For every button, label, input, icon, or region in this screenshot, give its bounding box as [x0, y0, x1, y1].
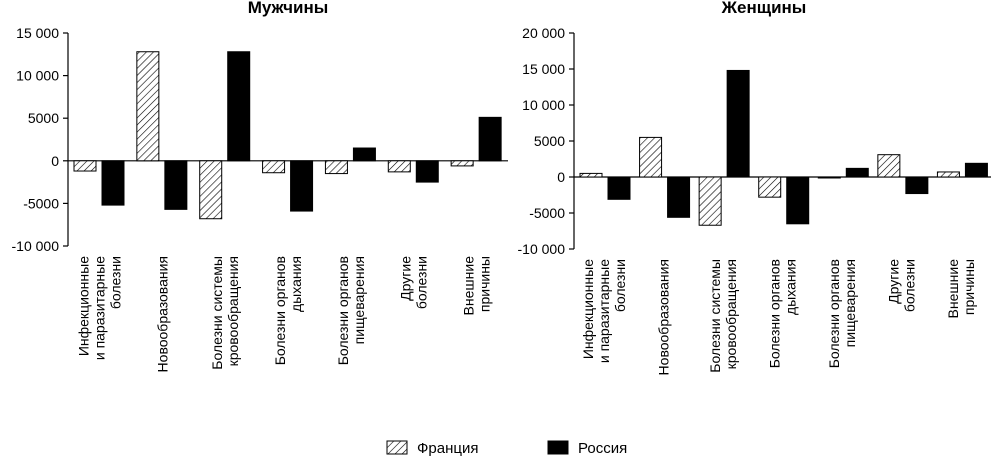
bar-russia: [415, 160, 439, 183]
y-tick-label: 20 000: [522, 25, 565, 41]
bar-russia: [164, 160, 188, 210]
legend-swatch-russia: [547, 440, 569, 455]
bar-russia: [667, 176, 691, 218]
y-tick-label: -10 000: [518, 241, 566, 257]
category-label: Болезни органовпищеварения: [826, 259, 858, 368]
y-tick-label: -5000: [23, 195, 59, 211]
bar-france: [936, 171, 960, 178]
bar-russia: [726, 69, 750, 178]
legend-label-france: Франция: [417, 440, 478, 457]
bar-france: [136, 51, 160, 162]
y-tick-label: 15 000: [16, 25, 59, 41]
chart-title-men: Мужчины: [248, 0, 329, 17]
plot-area-men: 15 000 10 000 5000 0 -5000 -10 000 Инфекционны…: [12, 25, 508, 372]
bar-france: [450, 160, 474, 167]
category-label: Внешниепричины: [461, 256, 493, 316]
y-tick-label: 10 000: [522, 97, 565, 113]
y-tick-label: 0: [557, 169, 565, 185]
chart-men: Мужчины 15 000 10 000 5000 0 -5000 -10 000 Инф…: [12, 0, 508, 372]
bar-russia: [290, 160, 314, 212]
bar-russia: [964, 162, 988, 178]
bar-russia: [905, 176, 929, 195]
bar-france: [262, 160, 286, 174]
bar-russia: [227, 51, 251, 162]
y-tick-label: -5000: [529, 205, 565, 221]
bar-france: [579, 172, 603, 178]
bar-france: [73, 160, 97, 172]
bar-france: [698, 176, 722, 226]
y-tick-label: 5000: [534, 133, 565, 149]
chart-title-women: Женщины: [721, 0, 807, 17]
category-label: Болезни органовпищеварения: [335, 256, 367, 365]
bar-russia: [607, 176, 631, 200]
legend-label-russia: Россия: [578, 440, 627, 457]
plot-area-women: 20 000 15 000 10 000 5000 0 -5000 -10 000 Инфек…: [518, 25, 991, 375]
bar-france: [817, 176, 841, 179]
y-tick-label: -10 000: [12, 238, 60, 254]
category-label: Болезни системыкровообращения: [707, 259, 739, 373]
y-tick-label: 5000: [28, 110, 59, 126]
bar-russia: [845, 167, 869, 178]
bar-russia: [352, 147, 376, 162]
bar-russia: [101, 160, 125, 206]
category-label: Новообразования: [655, 259, 671, 375]
y-tick-label: 15 000: [522, 61, 565, 77]
category-label: Болезни системыкровообращения: [209, 256, 241, 370]
category-label: Другиеболезни: [886, 259, 918, 312]
category-label: Болезни органовдыхания: [767, 259, 799, 368]
y-tick-label: 10 000: [16, 68, 59, 84]
category-label: Внешниепричины: [945, 259, 977, 319]
chart-women: Женщины 20 000 15 000 10 000 5000 0 -5000 -10 …: [518, 0, 991, 375]
legend-swatch-france: [386, 440, 408, 455]
bar-france: [387, 160, 411, 173]
category-label: Другиеболезни: [398, 256, 430, 309]
category-label: Болезни органовдыхания: [272, 256, 304, 365]
bar-france: [877, 154, 901, 178]
category-label: Инфекционныеи паразитарныеболезни: [580, 259, 628, 363]
category-label: Новообразования: [154, 256, 170, 372]
bar-france: [324, 160, 348, 175]
bar-france: [758, 176, 782, 198]
bar-france: [199, 160, 223, 220]
bar-france: [639, 136, 663, 178]
y-tick-label: 0: [51, 153, 59, 169]
legend: Франция Россия: [386, 440, 627, 457]
bar-russia: [786, 176, 810, 225]
category-label: Инфекционныеи паразитарныеболезни: [75, 256, 123, 360]
bar-russia: [478, 116, 502, 162]
